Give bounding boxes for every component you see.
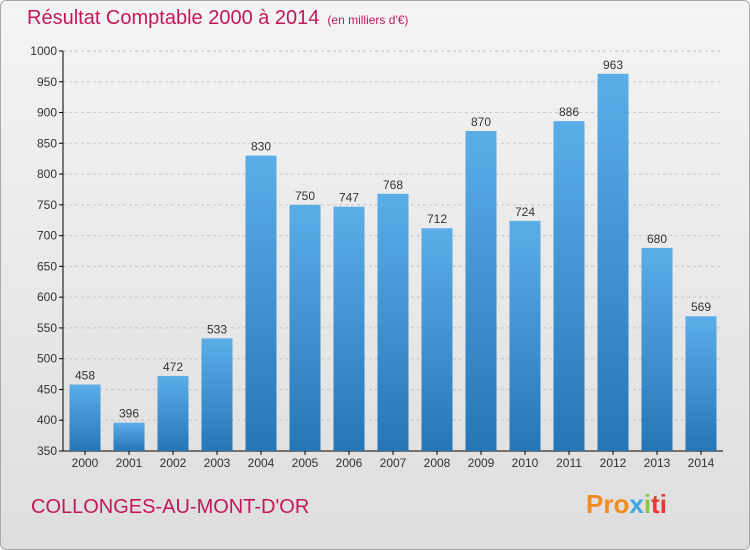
y-tick-label: 800 [37,167,57,181]
y-tick-label: 650 [37,259,57,273]
bar [685,316,717,451]
bar [157,375,189,451]
y-tick-label: 600 [37,290,57,304]
bar [113,422,145,451]
y-tick-label: 850 [37,136,57,150]
data-label: 830 [251,140,271,154]
bar [333,206,365,451]
bar [377,193,409,451]
data-label: 870 [471,115,491,129]
x-tick-label: 2007 [380,456,407,470]
y-tick-label: 550 [37,321,57,335]
bar [553,121,585,452]
bar [509,220,541,451]
bar [641,247,673,451]
x-tick-label: 2000 [72,456,99,470]
data-labels: 458 396 472 533 830 750 747 768 712 870 724 886 963 6… [75,58,711,421]
y-tick-labels: 350 400 450 500 550 600 650 700 750 800 850 900 950 1… [30,44,57,458]
y-tick-label: 950 [37,75,57,89]
x-tick-label: 2009 [468,456,495,470]
y-tick-label: 900 [37,106,57,120]
data-label: 750 [295,189,315,203]
logo-part-2: x [629,489,644,519]
data-label: 886 [559,105,579,119]
bars [69,73,717,452]
data-label: 768 [383,178,403,192]
data-label: 712 [427,212,447,226]
x-tick-label: 2002 [160,456,187,470]
x-tick-label: 2001 [116,456,143,470]
x-tick-label: 2012 [600,456,627,470]
data-label: 533 [207,322,227,336]
bar [245,155,277,451]
chart-unit: (en milliers d'€) [327,13,409,27]
bar [69,384,101,451]
bar [201,338,233,451]
x-tick-label: 2010 [512,456,539,470]
y-tick-label: 750 [37,198,57,212]
city-name: COLLONGES-AU-MONT-D'OR [31,496,310,518]
x-tick-label: 2006 [336,456,363,470]
data-label: 680 [647,232,667,246]
data-label: 458 [75,369,95,383]
x-tick-label: 2003 [204,456,231,470]
y-tick-label: 500 [37,352,57,366]
bar [421,228,453,451]
x-tick-label: 2014 [688,456,715,470]
chart-title-text: Résultat Comptable 2000 à 2014 [27,7,320,29]
logo-part-4: ti [651,489,667,519]
data-label: 747 [339,191,359,205]
x-tick-label: 2011 [556,456,582,470]
bar [597,73,629,452]
y-tick-label: 1000 [30,44,57,58]
x-tick-label: 2008 [424,456,451,470]
y-tick-label: 450 [37,382,57,396]
data-label: 396 [119,407,139,421]
y-tick-label: 400 [37,413,57,427]
x-tick-label: 2004 [248,456,275,470]
chart-title: Résultat Comptable 2000 à 2014 (en millie… [27,7,408,30]
data-label: 472 [163,360,183,374]
y-tick-label: 700 [37,229,57,243]
data-label: 963 [603,58,623,72]
bar [289,204,321,451]
y-tick-label: 350 [37,444,57,458]
proxiti-logo: Proxiti [586,489,667,520]
x-tick-label: 2013 [644,456,671,470]
logo-part-1: Pro [586,489,630,519]
bar [465,131,497,451]
logo-part-3: i [643,489,652,519]
data-label: 724 [515,205,535,219]
data-label: 569 [691,300,711,314]
x-tick-labels: 2000 2001 2002 2003 2004 2005 2006 2007 2008 2009… [72,456,715,470]
x-tick-label: 2005 [292,456,319,470]
